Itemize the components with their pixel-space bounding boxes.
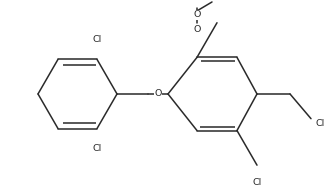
Text: O: O <box>193 25 201 34</box>
Text: Cl: Cl <box>93 35 102 43</box>
Text: Cl: Cl <box>316 119 325 128</box>
Text: Cl: Cl <box>93 144 102 153</box>
Text: O: O <box>193 10 201 19</box>
Text: O: O <box>154 89 162 98</box>
Text: Cl: Cl <box>253 178 262 187</box>
